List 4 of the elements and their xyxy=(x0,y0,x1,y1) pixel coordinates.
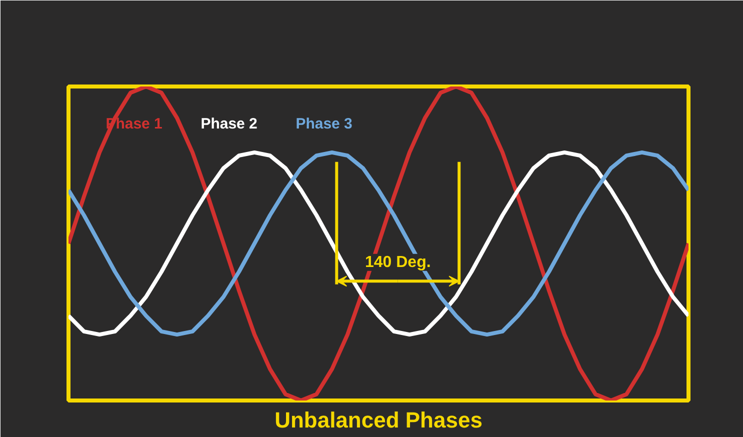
series-label: Phase 2 xyxy=(200,116,258,133)
text: Unbalanced Phases xyxy=(274,408,482,432)
series-label: Phase 3 xyxy=(296,116,352,133)
annotation: 140 Deg. xyxy=(364,254,431,271)
